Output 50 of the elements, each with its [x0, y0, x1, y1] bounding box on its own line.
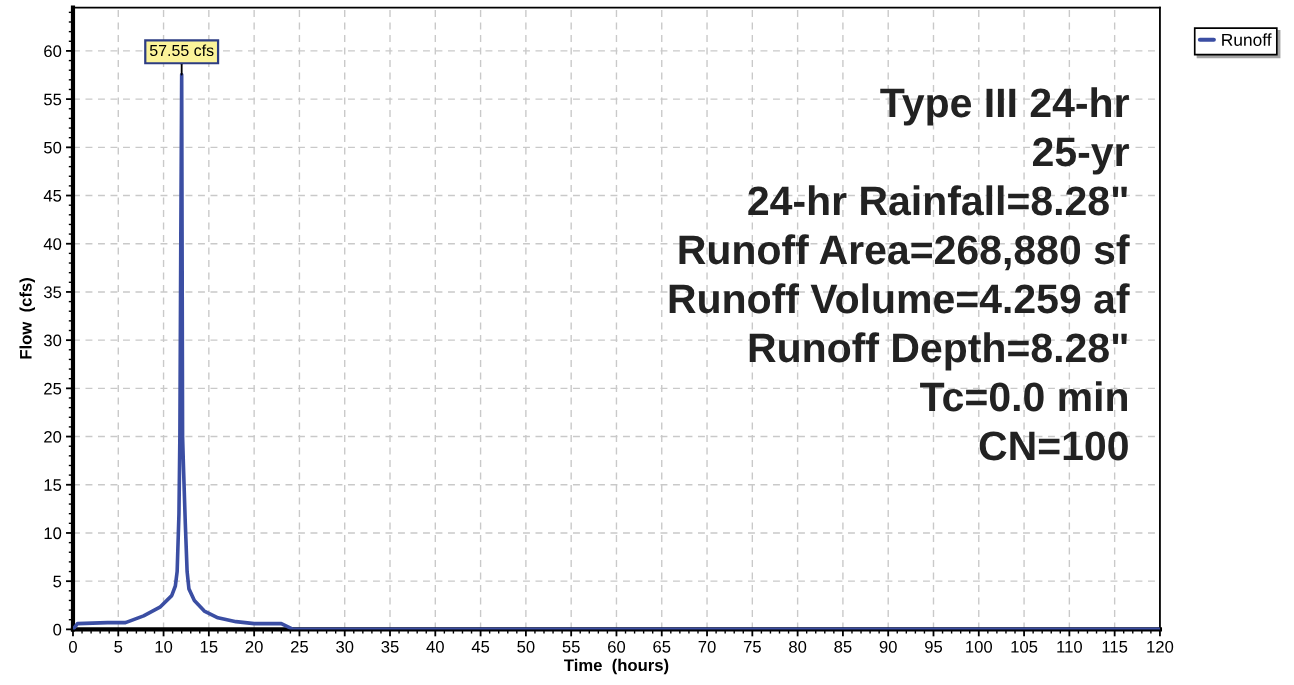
- x-tick-label: 0: [69, 640, 77, 653]
- x-axis-title: Time (hours): [564, 658, 669, 675]
- annotation: 24-hr Rainfall=8.28": [748, 185, 1127, 216]
- x-tick-label: 15: [200, 641, 218, 653]
- x-tick-label: 115: [1102, 641, 1128, 653]
- x-tick-label: 55: [562, 641, 580, 653]
- y-tick-label: 10: [44, 527, 62, 540]
- y-axis-title: Flow (cfs): [19, 278, 35, 359]
- y-tick-label: 0: [53, 623, 62, 636]
- annotation: Runoff Depth=8.28": [749, 332, 1127, 371]
- x-tick-label: 60: [608, 640, 626, 653]
- x-tick-label: 5: [114, 641, 123, 653]
- x-tick-label: 40: [426, 640, 444, 653]
- x-tick-label: 65: [653, 640, 671, 653]
- x-tick-label: 10: [155, 640, 173, 653]
- annotation: Runoff Area=268,880 sf: [679, 234, 1130, 271]
- x-tick-label: 30: [336, 640, 354, 653]
- x-tick-label: 80: [789, 640, 807, 653]
- y-tick-label: 55: [44, 93, 62, 106]
- annotation: Runoff Volume=4.259 af: [669, 283, 1130, 314]
- legend-label: Runoff: [1222, 33, 1272, 47]
- y-tick-label: 40: [43, 238, 62, 250]
- annotation: Tc=0.0 min: [920, 381, 1127, 412]
- x-tick-label: 110: [1057, 640, 1082, 653]
- x-tick-label: 85: [834, 640, 852, 653]
- y-tick-label: 30: [43, 334, 62, 347]
- x-tick-label: 50: [517, 640, 535, 653]
- annotation: CN=100: [979, 431, 1128, 461]
- y-tick-label: 25: [44, 382, 62, 395]
- y-tick-label: 45: [43, 190, 62, 202]
- x-tick-label: 45: [471, 641, 490, 653]
- y-tick-label: 20: [44, 430, 62, 443]
- x-tick-label: 20: [245, 640, 263, 653]
- x-tick-label: 105: [1011, 640, 1038, 653]
- y-tick-label: 50: [44, 141, 62, 154]
- annotation: 25-yr: [1032, 137, 1129, 175]
- annotation: 57.55 cfs: [149, 44, 214, 57]
- y-tick-label: 5: [53, 575, 62, 588]
- x-tick-label: 35: [381, 640, 399, 653]
- x-tick-label: 95: [925, 640, 943, 653]
- y-tick-label: 35: [43, 286, 62, 299]
- y-tick-label: 60: [44, 45, 62, 58]
- x-tick-label: 100: [966, 640, 993, 653]
- x-tick-label: 70: [698, 640, 716, 653]
- y-tick-label: 15: [44, 479, 62, 491]
- x-tick-label: 120: [1147, 640, 1174, 653]
- x-tick-label: 90: [879, 640, 897, 653]
- annotation: Type III 24-hr: [880, 87, 1129, 126]
- x-tick-label: 25: [291, 640, 308, 653]
- x-tick-label: 75: [743, 641, 761, 653]
